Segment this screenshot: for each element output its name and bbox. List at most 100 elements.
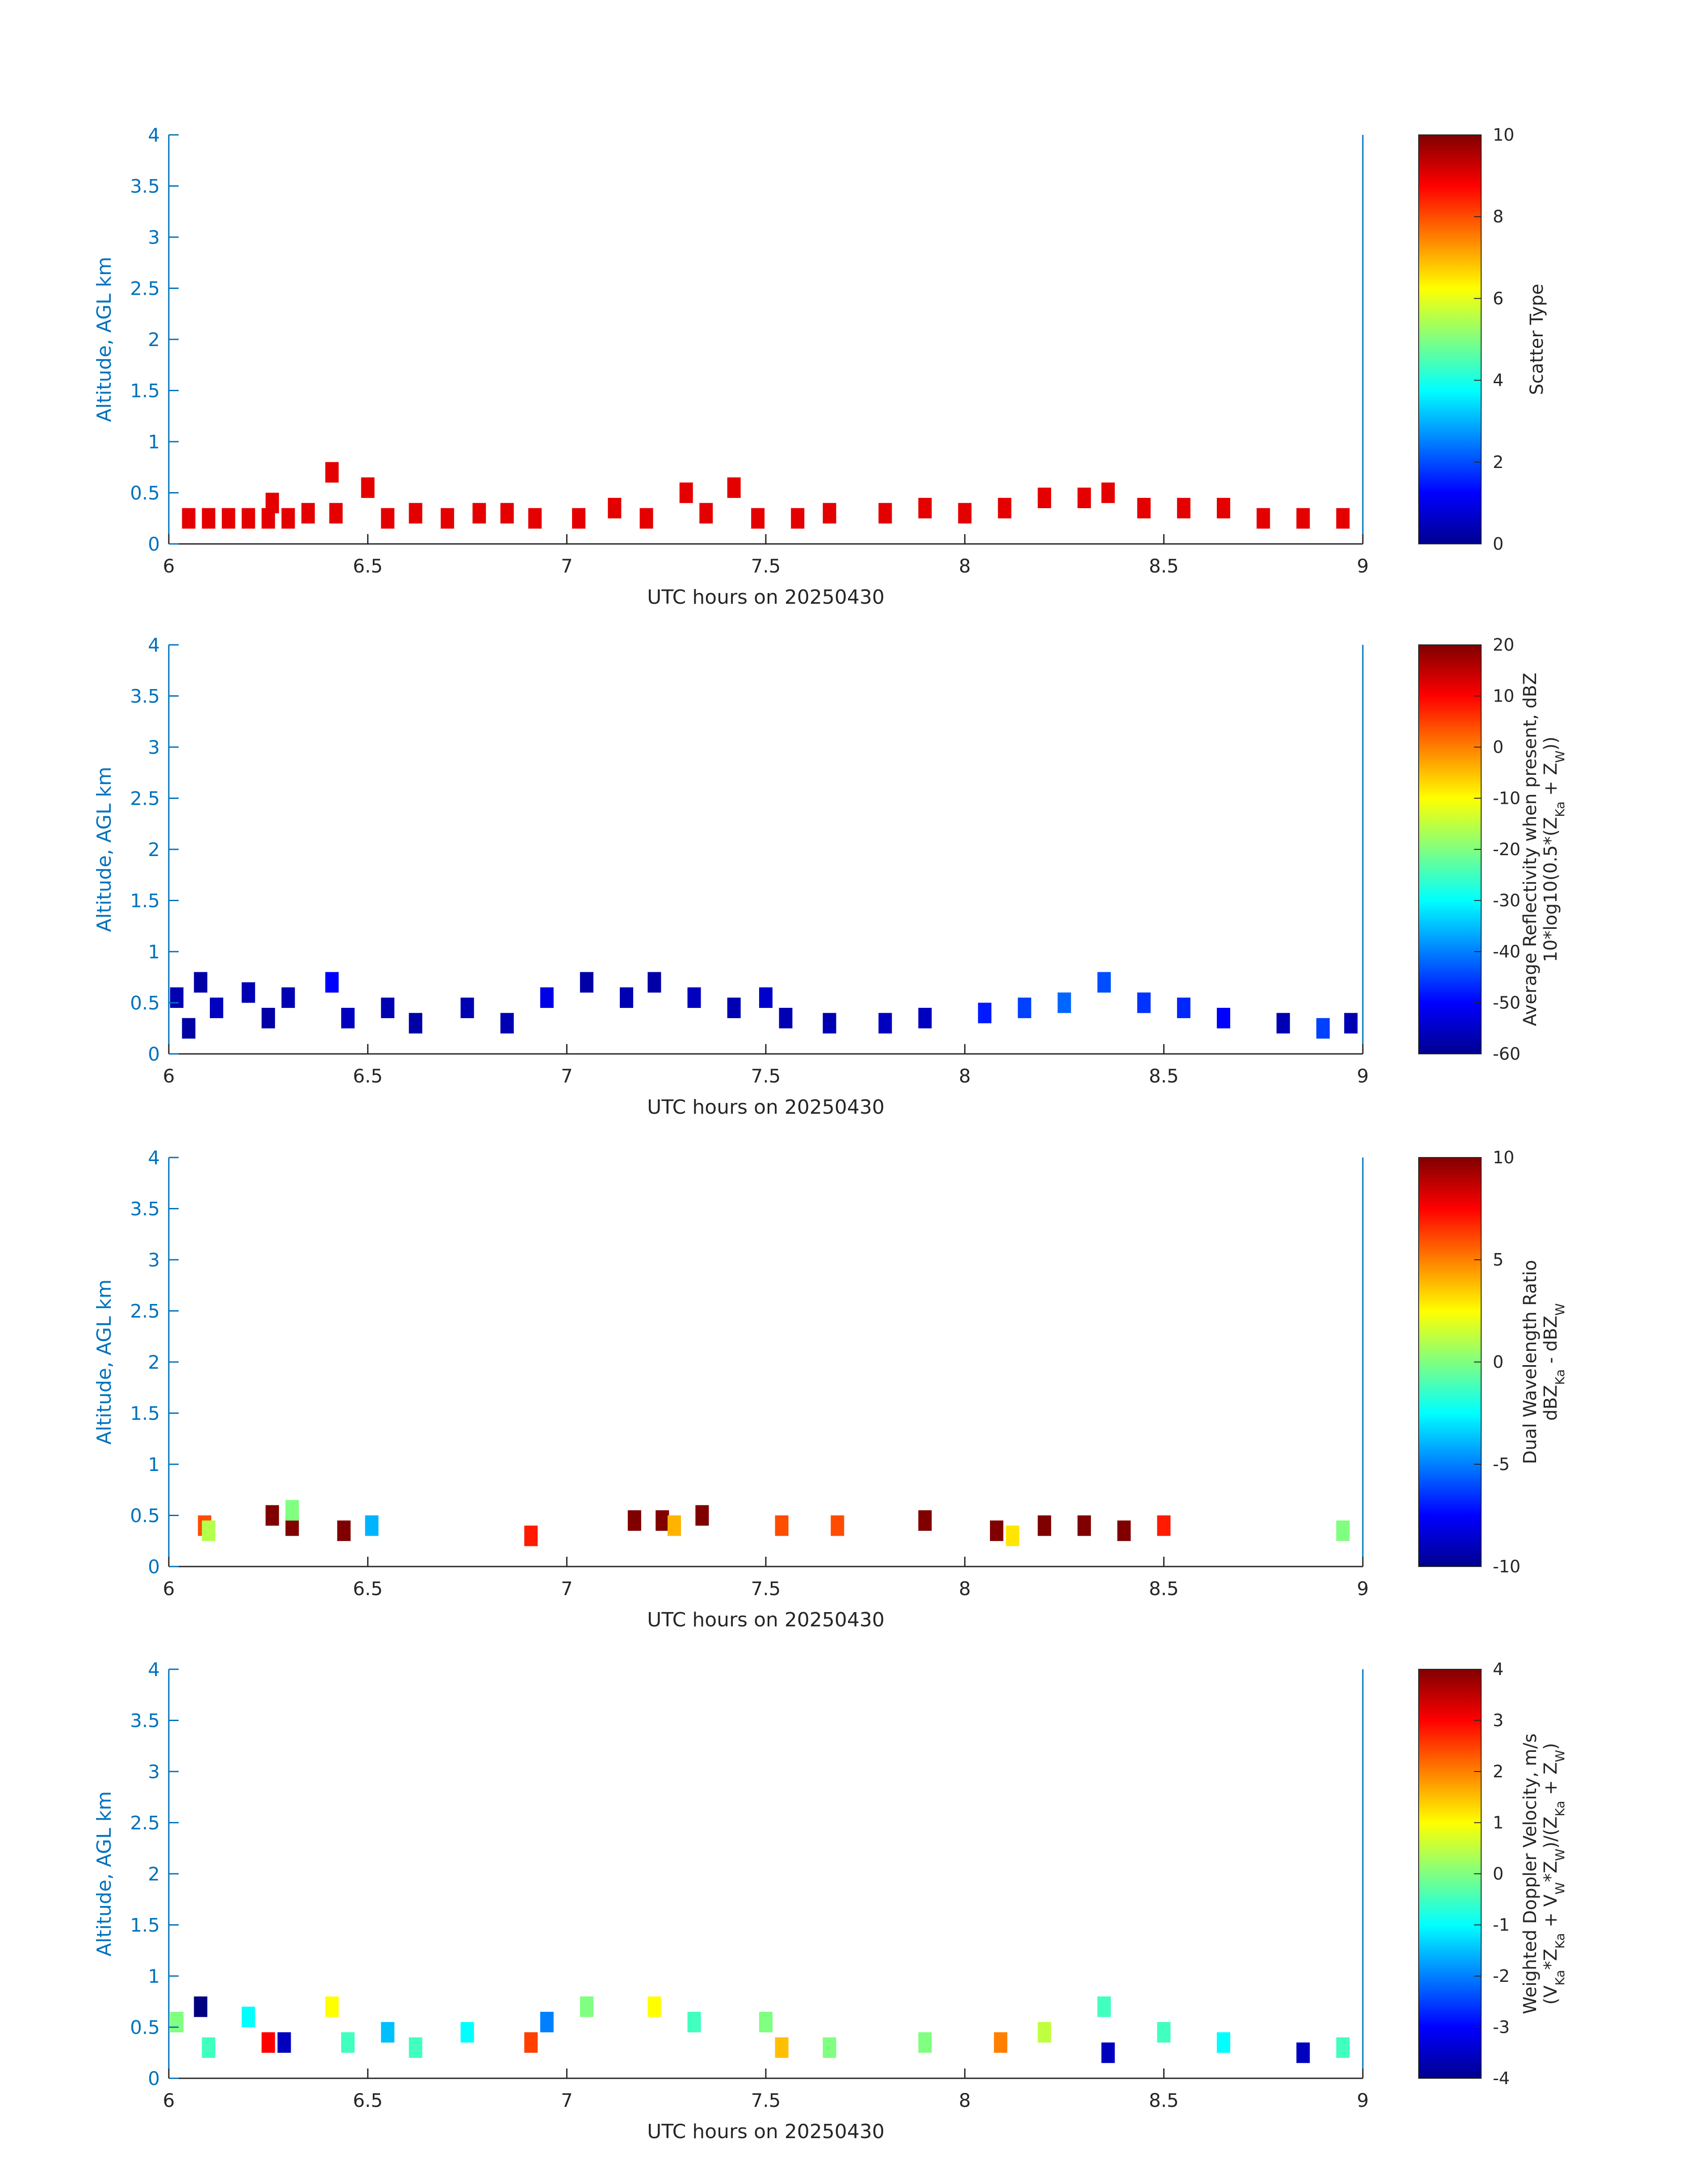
data-cell: [329, 503, 343, 524]
data-cell: [1217, 2032, 1231, 2053]
x-tick-label: 7: [561, 1065, 573, 1087]
data-cell: [998, 497, 1011, 518]
data-cell: [221, 508, 235, 529]
data-cell: [775, 1515, 789, 1536]
x-tick-label: 7.5: [751, 1578, 781, 1600]
data-cell: [791, 508, 805, 529]
data-cell: [1137, 992, 1151, 1013]
colorbar-tick-label: -4: [1493, 2068, 1510, 2088]
x-tick-label: 6.5: [353, 1065, 383, 1087]
colorbar-tick-label: 4: [1493, 1659, 1503, 1679]
data-cell: [918, 2032, 932, 2053]
data-cell: [242, 982, 255, 1003]
data-cell: [699, 503, 713, 524]
y-tick-label: 2: [148, 1863, 160, 1885]
data-cell: [361, 477, 375, 498]
y-tick-label: 3.5: [130, 685, 160, 707]
data-cell: [242, 508, 255, 529]
x-tick-label: 6.5: [353, 555, 383, 577]
data-cell: [472, 503, 486, 524]
data-cell: [1097, 972, 1111, 993]
data-cell: [209, 997, 223, 1018]
data-cell: [1101, 482, 1115, 503]
colorbar-tick-label: 0: [1493, 737, 1503, 757]
y-axis-label: Altitude, AGL km: [93, 257, 116, 422]
data-cell: [1217, 497, 1231, 518]
data-cell: [409, 1013, 422, 1034]
colorbar-tick-label: 10: [1493, 125, 1514, 145]
colorbar: [1418, 1669, 1482, 2079]
data-cell: [500, 1013, 514, 1034]
data-cells: [182, 462, 1350, 529]
y-tick-label: 1.5: [130, 1403, 160, 1425]
data-cell: [679, 482, 693, 503]
x-tick-label: 8.5: [1149, 1065, 1179, 1087]
data-cell: [1037, 1515, 1051, 1536]
data-cell: [990, 1520, 1003, 1541]
y-tick-label: 0: [148, 1556, 160, 1578]
colorbar-label: Average Reflectivity when present, dBZ: [1520, 673, 1541, 1026]
data-cell: [994, 2032, 1007, 2053]
data-cell: [460, 997, 474, 1018]
colorbar-tick-label: -10: [1493, 789, 1520, 808]
y-axis-label: Altitude, AGL km: [93, 767, 116, 932]
data-cell: [667, 1515, 681, 1536]
data-cell: [1257, 508, 1270, 529]
x-tick-label: 6.5: [353, 1578, 383, 1600]
y-tick-label: 2.5: [130, 1812, 160, 1834]
data-cell: [1316, 1018, 1330, 1039]
y-tick-label: 3: [148, 226, 160, 248]
data-cell: [182, 1018, 196, 1039]
colorbar-tick-label: 4: [1493, 371, 1503, 390]
colorbar-tick-label: -50: [1493, 993, 1520, 1013]
y-tick-label: 3.5: [130, 1710, 160, 1732]
y-tick-label: 0: [148, 2068, 160, 2089]
y-tick-label: 2: [148, 1351, 160, 1373]
data-cell: [182, 508, 196, 529]
panel-4: 0 0.5 1 1.5 2 2.5 3 3.5 4 6 6.5 7 7.5 8 8.5 9 UTC hours …: [93, 1659, 1567, 2143]
data-cell: [194, 972, 208, 993]
colorbar-tick-label: 10: [1493, 686, 1514, 706]
data-cell: [460, 2022, 474, 2043]
data-cell: [958, 503, 972, 524]
colorbar-tick-label: 20: [1493, 635, 1514, 655]
data-cell: [409, 2037, 422, 2058]
y-tick-label: 3.5: [130, 175, 160, 197]
data-cell: [265, 493, 279, 514]
data-cell: [580, 1996, 593, 2017]
y-tick-label: 1: [148, 1454, 160, 1475]
panel-3: 0 0.5 1 1.5 2 2.5 3 3.5 4 6 6.5 7 7.5 8 8.5 9 UTC hours …: [93, 1147, 1567, 1631]
colorbar-tick-label: -3: [1493, 2018, 1510, 2037]
data-cell: [540, 2012, 554, 2033]
data-cell: [1177, 997, 1190, 1018]
x-tick-label: 8: [959, 1065, 971, 1087]
data-cell: [572, 508, 586, 529]
data-cell: [500, 503, 514, 524]
y-tick-label: 1.5: [130, 890, 160, 912]
data-cell: [1137, 497, 1151, 518]
data-cell: [242, 2006, 255, 2027]
x-tick-label: 8.5: [1149, 2089, 1179, 2111]
colorbar-tick-label: 2: [1493, 452, 1503, 472]
y-tick-label: 1: [148, 941, 160, 963]
data-cell: [918, 1007, 932, 1028]
data-cell: [1296, 508, 1310, 529]
y-tick-label: 2.5: [130, 1300, 160, 1322]
data-cell: [325, 972, 339, 993]
data-cell: [440, 508, 454, 529]
colorbar-tick-label: 10: [1493, 1148, 1514, 1167]
colorbar: [1418, 134, 1482, 544]
data-cell: [325, 462, 339, 483]
data-cell: [261, 1007, 275, 1028]
data-cell: [202, 2037, 216, 2058]
data-cell: [265, 1505, 279, 1526]
data-cell: [277, 2032, 291, 2053]
colorbar-tick-label: 1: [1493, 1813, 1503, 1833]
data-cell: [627, 1510, 641, 1531]
data-cell: [381, 997, 395, 1018]
y-tick-label: 0: [148, 1043, 160, 1065]
colorbar-label: Scatter Type: [1527, 284, 1547, 395]
x-tick-label: 6: [163, 1578, 175, 1600]
x-tick-label: 6: [163, 555, 175, 577]
